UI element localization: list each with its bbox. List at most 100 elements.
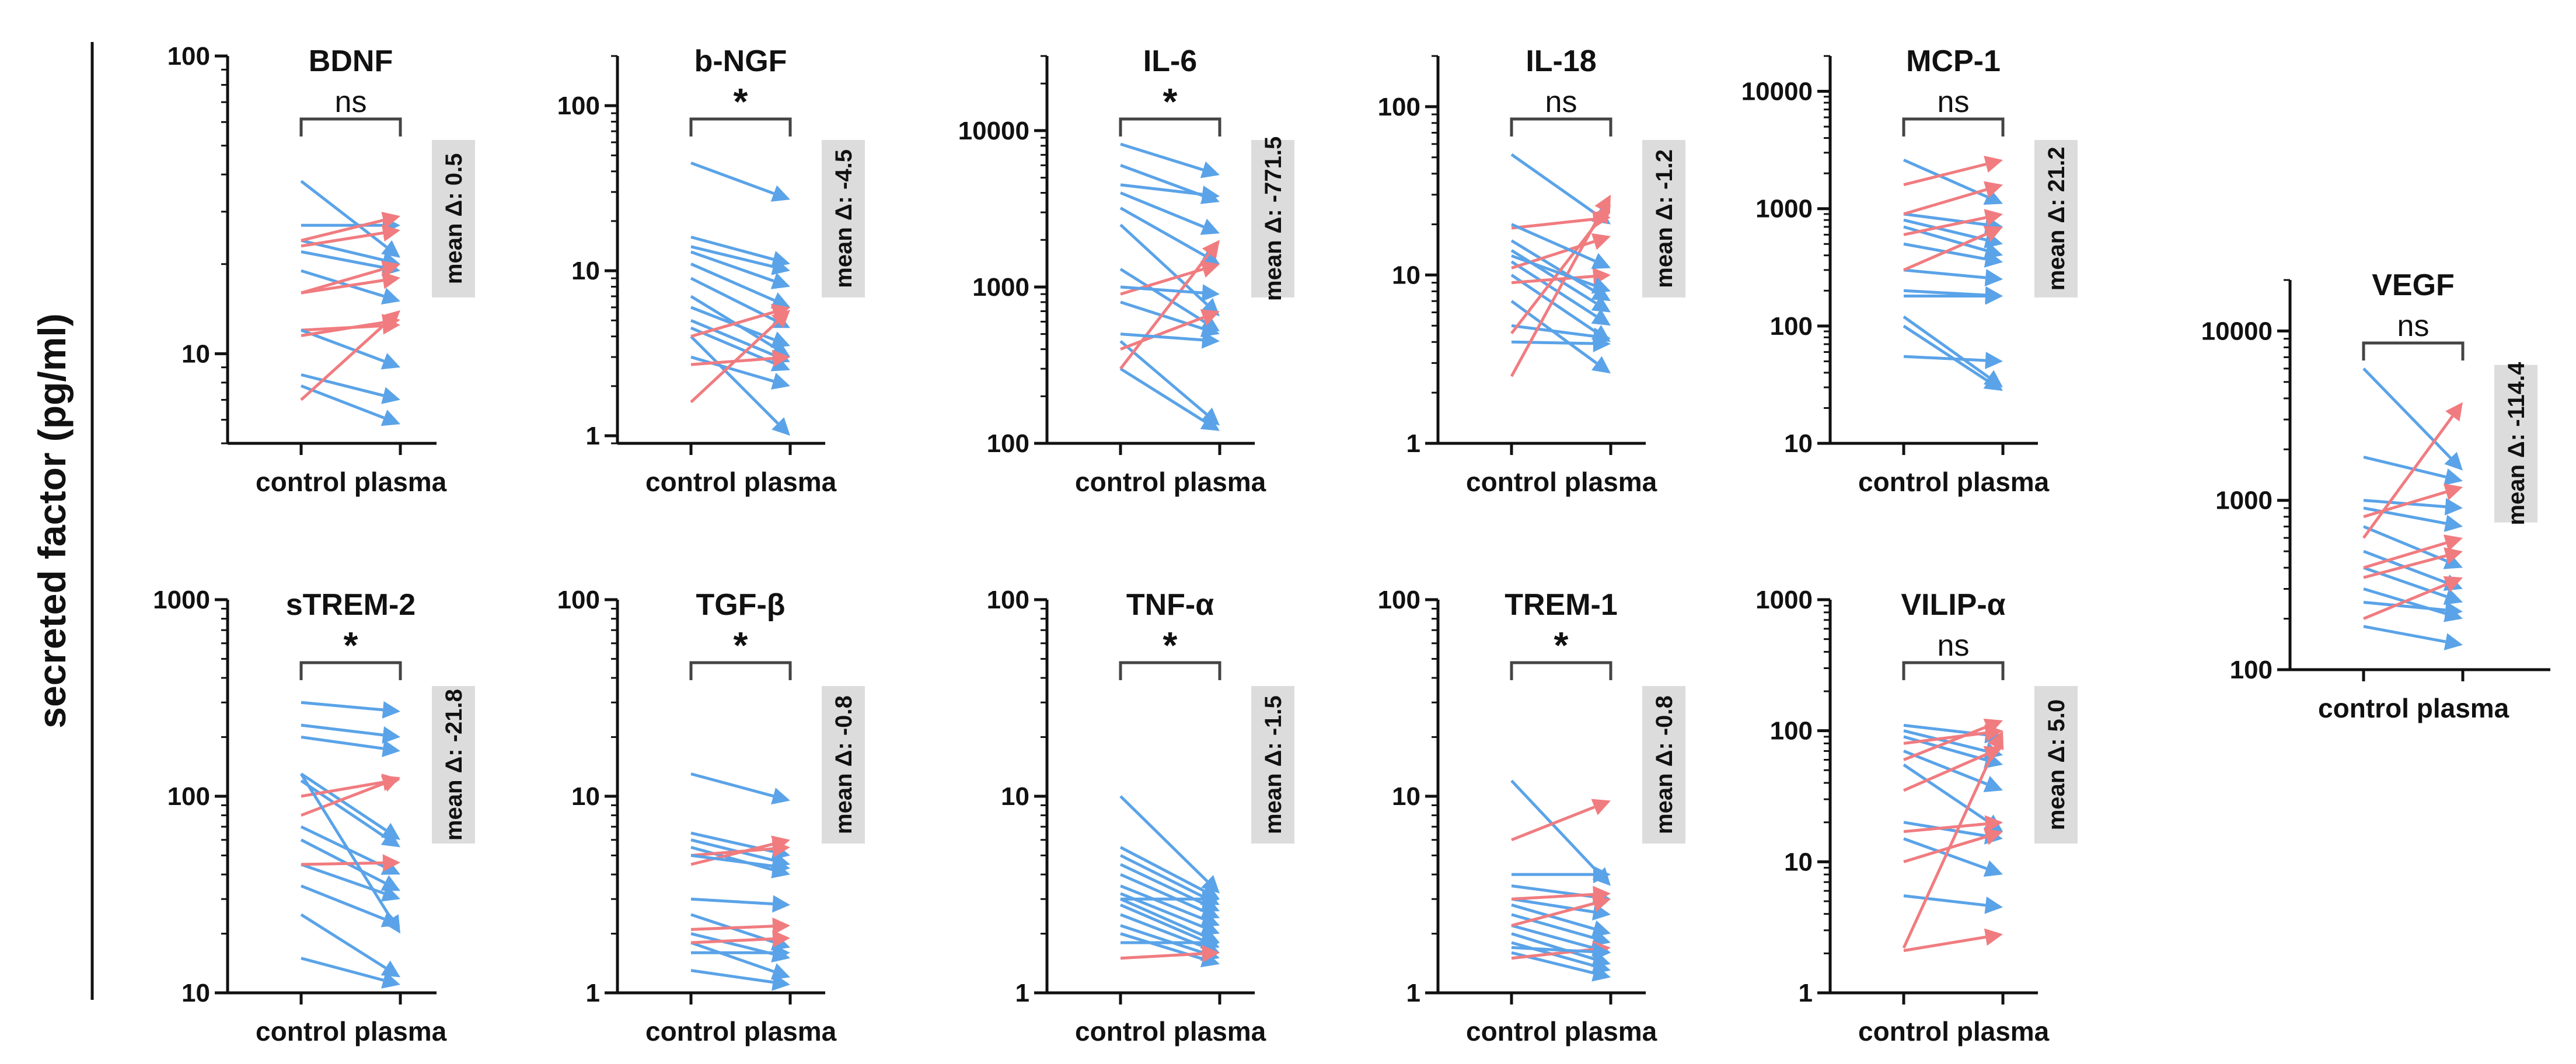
paired-line [301, 782, 385, 817]
paired-line [1903, 835, 1987, 863]
significance-bracket [2362, 341, 2465, 360]
paired-line [1510, 260, 1597, 318]
arrowhead [1984, 928, 2003, 946]
paired-line [1119, 268, 1206, 324]
x-tick-label: plasma [1565, 1016, 1657, 1046]
y-tick-label: 1 [1799, 979, 1813, 1007]
paired-line [1511, 913, 1594, 940]
paired-line [1119, 206, 1206, 257]
arrowhead [772, 930, 790, 948]
chart-title: BDNF [309, 44, 393, 78]
paired-line [690, 937, 773, 944]
arrowhead [381, 830, 400, 848]
paired-line [1119, 367, 1206, 423]
paired-line [301, 269, 385, 298]
mean-delta-box [822, 139, 865, 298]
arrowhead [2443, 552, 2463, 569]
y-tick-label: 100 [557, 586, 600, 614]
arrowhead [1984, 815, 2003, 833]
paired-line [1120, 285, 1203, 295]
paired-line [690, 846, 774, 872]
arrowhead [1200, 218, 1220, 235]
paired-line [690, 838, 774, 862]
arrowhead [1200, 261, 1220, 278]
paired-line [1511, 275, 1594, 285]
paired-line [690, 847, 773, 857]
arrowhead [770, 373, 790, 390]
arrowhead [381, 875, 400, 891]
paired-line [690, 842, 774, 866]
mean-delta-box [822, 686, 865, 844]
x-tick-label: plasma [744, 1016, 837, 1046]
paired-line [2363, 541, 2446, 569]
mean-delta-label: mean Δ: -771.5 [1261, 136, 1286, 301]
y-tick-label: 100 [987, 429, 1029, 458]
paired-line [1510, 223, 1596, 262]
x-tick-label: control [645, 1016, 737, 1046]
mean-delta-label: mean Δ: 5.0 [2044, 699, 2069, 830]
paired-line [1903, 752, 1988, 792]
paired-line [1511, 806, 1596, 842]
mean-delta-label: mean Δ: -4.5 [831, 149, 857, 288]
paired-line [690, 245, 774, 268]
arrowhead [381, 885, 400, 902]
arrowhead [382, 726, 400, 744]
paired-line [1119, 897, 1205, 937]
paired-line [301, 231, 383, 248]
arrowhead [1987, 730, 2004, 751]
arrowhead [770, 355, 790, 372]
paired-line [300, 772, 387, 832]
paired-line [300, 825, 386, 869]
paired-line [690, 355, 774, 383]
mean-delta-box [2494, 365, 2537, 523]
x-tick-label: plasma [354, 1016, 447, 1046]
panel-il-18: 1 10 100 control plasma IL-18 ns mean Δ: -1.2 [1378, 44, 1685, 497]
paired-line [1120, 183, 1203, 196]
paired-line [1120, 164, 1204, 198]
mean-delta-box [1251, 686, 1294, 844]
arrowhead [1201, 331, 1220, 349]
arrowhead [770, 185, 790, 202]
y-tick-label: 100 [167, 42, 210, 71]
paired-line [1119, 340, 1207, 415]
arrowhead [1591, 284, 1611, 302]
paired-line [1119, 795, 1209, 883]
arrowhead [2444, 547, 2463, 565]
paired-line [1511, 218, 1594, 230]
arrowhead [1983, 374, 2003, 391]
y-tick-label: 100 [167, 782, 210, 811]
arrowhead [1200, 919, 1220, 936]
paired-line [1903, 315, 1990, 379]
y-tick-label: 10 [1784, 429, 1813, 458]
paired-line [1903, 729, 1987, 752]
paired-line [301, 957, 384, 982]
arrowhead [1984, 250, 2003, 268]
y-tick-label: 10 [571, 257, 600, 285]
panel-vilip-: 1 10 100 1000 control plasma VILIP-α ns mean Δ: … [1755, 586, 2078, 1046]
y-tick-label: 1 [586, 979, 600, 1007]
paired-line [1903, 163, 1987, 187]
arrowhead [1984, 269, 2003, 286]
paired-line [1119, 854, 1205, 899]
mean-delta-label: mean Δ: 0.5 [441, 153, 467, 284]
y-tick-label: 10 [181, 340, 210, 368]
mean-delta-label: mean Δ: -114.4 [2504, 362, 2529, 526]
paired-line [1511, 892, 1594, 901]
arrowhead [2443, 588, 2463, 605]
chart-title: VEGF [2372, 268, 2455, 302]
paired-line [301, 279, 383, 295]
y-tick-label: 10 [1392, 261, 1420, 289]
paired-line [690, 356, 773, 366]
arrowhead [1983, 226, 2003, 242]
arrowhead [382, 854, 400, 872]
arrowhead [1591, 253, 1611, 270]
arrowhead [382, 224, 400, 242]
significance-label: ns [1938, 85, 1970, 119]
arrowhead [1983, 828, 2003, 845]
paired-line [690, 853, 773, 868]
chart-title: VILIP-α [1901, 588, 2005, 622]
paired-line [1511, 897, 1594, 914]
paired-line [2363, 490, 2446, 519]
paired-line [690, 235, 774, 261]
paired-line [1903, 763, 1989, 823]
